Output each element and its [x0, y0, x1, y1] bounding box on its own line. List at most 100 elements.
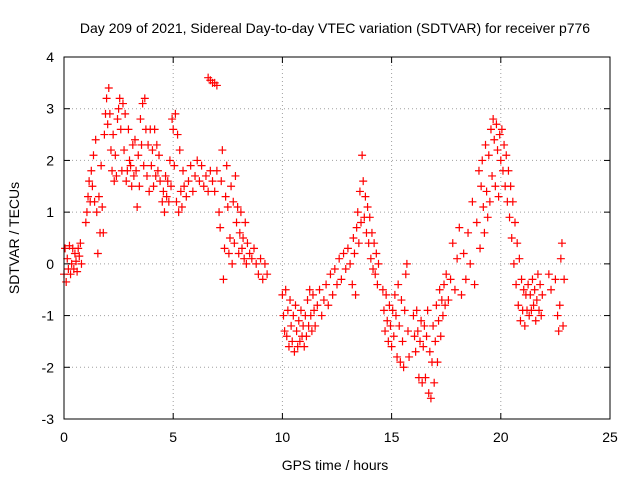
data-point-plus: [510, 218, 519, 227]
data-point-plus: [106, 146, 115, 155]
data-point-plus: [371, 270, 380, 279]
data-point-plus: [554, 327, 563, 336]
data-point-plus: [170, 161, 179, 170]
x-axis-label: GPS time / hours: [282, 457, 389, 473]
data-point-plus: [242, 259, 251, 268]
data-point-plus: [357, 218, 366, 227]
data-point-plus: [424, 389, 433, 398]
data-point-plus: [296, 306, 305, 315]
data-point-plus: [330, 265, 339, 274]
data-point-plus: [370, 239, 379, 248]
data-point-plus: [429, 321, 438, 330]
data-point-plus: [239, 234, 248, 242]
data-point-plus: [432, 301, 441, 310]
data-point-plus: [553, 311, 562, 320]
data-point-plus: [284, 342, 293, 351]
data-point-plus: [388, 306, 397, 315]
data-point-plus: [512, 280, 521, 289]
data-point-plus: [474, 166, 483, 175]
data-point-plus: [171, 109, 180, 118]
data-point-plus: [97, 161, 106, 170]
y-axis-label: SDTVAR / TECUs: [6, 182, 22, 294]
data-point-plus: [367, 228, 376, 237]
data-point-plus: [148, 146, 157, 155]
data-point-plus: [440, 280, 449, 289]
data-point-plus: [425, 347, 434, 356]
data-point-plus: [339, 249, 348, 258]
data-point-plus: [390, 290, 399, 299]
data-point-plus: [482, 187, 491, 196]
data-point-plus: [536, 280, 545, 289]
data-point-plus: [104, 84, 113, 93]
data-point-plus: [153, 166, 162, 175]
data-point-plus: [352, 223, 361, 232]
data-point-plus: [279, 311, 288, 320]
data-point-plus: [442, 270, 451, 279]
data-point-plus: [115, 94, 124, 103]
data-point-plus: [355, 187, 364, 196]
data-point-plus: [247, 254, 256, 263]
data-point-plus: [531, 316, 540, 325]
data-point-plus: [383, 316, 392, 325]
data-point-plus: [240, 254, 249, 263]
data-point-plus: [212, 166, 221, 175]
data-point-plus: [195, 177, 204, 186]
data-point-plus: [164, 197, 173, 206]
data-point-plus: [560, 275, 569, 284]
data-point-plus: [99, 228, 108, 237]
data-point-plus: [538, 290, 547, 299]
data-point-plus: [305, 285, 314, 294]
data-point-plus: [126, 161, 135, 170]
data-point-plus: [222, 161, 231, 170]
data-point-plus: [559, 321, 568, 330]
data-point-plus: [448, 239, 457, 248]
data-point-plus: [372, 249, 381, 258]
data-point-plus: [488, 171, 497, 180]
data-point-plus: [118, 99, 127, 108]
data-point-plus: [310, 306, 319, 315]
data-point-plus: [125, 156, 134, 165]
data-point-plus: [295, 337, 304, 346]
data-point-plus: [480, 228, 489, 237]
y-tick-label: 0: [46, 256, 54, 272]
data-point-plus: [61, 244, 70, 253]
data-point-plus: [517, 275, 526, 284]
data-point-plus: [307, 327, 316, 336]
plot-frame: [63, 56, 611, 420]
data-point-plus: [417, 316, 426, 325]
data-point-plus: [232, 218, 241, 227]
data-point-plus: [415, 337, 424, 346]
data-point-plus: [337, 275, 346, 284]
data-point-plus: [556, 254, 565, 263]
data-point-plus: [179, 166, 188, 175]
data-point-plus: [228, 259, 237, 268]
data-point-plus: [493, 146, 502, 155]
data-point-plus: [124, 125, 133, 134]
data-point-plus: [140, 94, 149, 103]
data-point-plus: [103, 120, 112, 129]
data-point-plus: [93, 249, 102, 258]
data-point-plus: [134, 151, 143, 160]
data-point-plus: [505, 213, 514, 222]
data-point-plus: [359, 177, 368, 186]
data-point-plus: [221, 192, 230, 201]
data-point-plus: [212, 81, 221, 90]
data-point-plus: [177, 202, 186, 211]
data-point-plus: [436, 332, 445, 341]
y-tick-label: -1: [42, 308, 55, 324]
data-point-plus: [260, 259, 269, 268]
data-point-plus: [263, 270, 272, 279]
data-point-plus: [379, 306, 388, 315]
data-point-plus: [218, 146, 227, 155]
data-point-plus: [142, 171, 151, 180]
data-point-plus: [313, 301, 322, 310]
data-point-plus: [303, 296, 312, 305]
data-point-plus: [477, 182, 486, 191]
data-point-plus: [400, 306, 409, 315]
data-point-plus: [294, 316, 303, 325]
data-point-plus: [254, 270, 263, 279]
data-point-plus: [423, 306, 432, 315]
data-point-plus: [401, 270, 410, 279]
x-tick-label: 25: [602, 429, 618, 445]
data-point-plus: [236, 208, 245, 217]
